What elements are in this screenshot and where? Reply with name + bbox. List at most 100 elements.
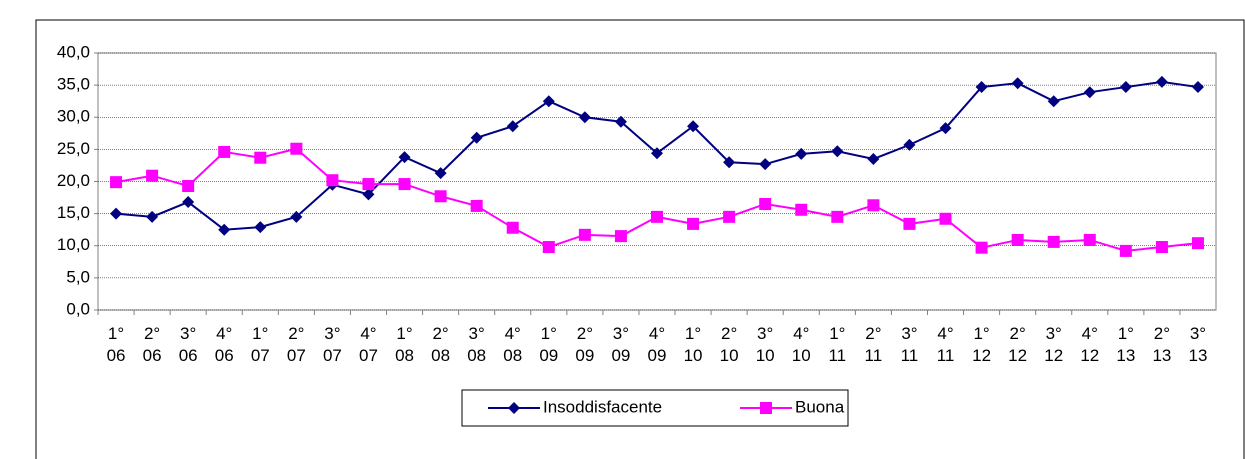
marker (506, 221, 519, 234)
marker (542, 241, 555, 254)
marker (975, 81, 988, 94)
marker (1011, 233, 1024, 246)
marker (1083, 233, 1096, 246)
x-tick-label: 4° 11 (937, 324, 955, 365)
marker (651, 210, 663, 223)
marker (290, 142, 303, 155)
marker (1011, 77, 1024, 90)
marker (1191, 81, 1204, 94)
x-tick-label: 2° 07 (287, 324, 306, 365)
marker (614, 115, 627, 128)
x-tick-label: 4° 09 (648, 324, 667, 365)
y-tick-label: 5,0 (66, 267, 90, 286)
marker (326, 174, 339, 187)
y-tick-label: 20,0 (57, 171, 90, 190)
y-tick-label: 10,0 (57, 235, 90, 254)
x-tick-label: 3° 13 (1189, 324, 1208, 365)
x-tick-label: 3° 07 (323, 324, 342, 365)
x-tick-label: 2° 09 (575, 324, 594, 365)
marker (759, 158, 772, 171)
marker (939, 122, 952, 135)
marker (1155, 75, 1168, 88)
marker (1083, 86, 1096, 99)
marker (1047, 235, 1060, 248)
x-tick-label: 1° 12 (972, 324, 991, 365)
x-tick-label: 4° 07 (359, 324, 378, 365)
x-tick-label: 1° 11 (828, 324, 846, 365)
x-tick-label: 2° 06 (143, 324, 162, 365)
legend-label: Buona (795, 397, 845, 416)
marker (1119, 81, 1132, 94)
x-tick-label: 2° 12 (1008, 324, 1027, 365)
x-tick-label: 2° 13 (1152, 324, 1171, 365)
marker (470, 131, 483, 144)
marker (182, 179, 195, 192)
x-tick-label: 4° 12 (1080, 324, 1099, 365)
marker (218, 223, 231, 236)
marker (290, 210, 303, 223)
x-tick-label: 1° 06 (107, 324, 126, 365)
x-tick-label: 1° 09 (539, 324, 558, 365)
marker (867, 153, 880, 166)
marker (831, 145, 844, 158)
marker (760, 402, 772, 414)
marker (759, 197, 772, 210)
marker (614, 230, 627, 243)
marker (542, 95, 555, 108)
marker (182, 196, 195, 209)
x-tick-label: 3° 06 (179, 324, 198, 365)
marker (795, 203, 808, 216)
marker (1047, 95, 1060, 108)
marker (254, 151, 267, 164)
marker (723, 156, 736, 169)
marker (975, 241, 988, 254)
x-tick-label: 4° 06 (215, 324, 234, 365)
x-tick-label: 1° 13 (1116, 324, 1135, 365)
x-tick-label: 4° 08 (503, 324, 522, 365)
y-tick-label: 40,0 (57, 42, 90, 61)
x-tick-label: 3° 08 (467, 324, 486, 365)
x-tick-label: 1° 08 (395, 324, 414, 365)
x-tick-label: 3° 12 (1044, 324, 1063, 365)
marker (146, 210, 159, 223)
marker (362, 178, 375, 191)
y-tick-label: 35,0 (57, 75, 90, 94)
marker (362, 188, 375, 201)
marker (1119, 244, 1132, 257)
y-tick-label: 30,0 (57, 107, 90, 126)
y-tick-label: 15,0 (57, 203, 90, 222)
marker (867, 199, 880, 212)
x-tick-label: 2° 08 (431, 324, 450, 365)
legend-label: Insoddisfacente (543, 397, 662, 416)
marker (434, 167, 447, 180)
marker (506, 120, 519, 133)
x-tick-label: 2° 10 (720, 324, 739, 365)
marker (795, 147, 808, 160)
marker (254, 221, 267, 234)
marker (470, 199, 483, 212)
marker (903, 217, 916, 230)
marker (578, 111, 591, 124)
marker (651, 147, 663, 160)
marker (903, 138, 916, 151)
marker (398, 151, 411, 164)
marker (434, 190, 447, 203)
marker (939, 212, 952, 225)
marker (110, 176, 123, 189)
y-tick-label: 0,0 (66, 299, 90, 318)
marker (687, 120, 700, 133)
marker (831, 210, 844, 223)
marker (398, 178, 411, 191)
marker (218, 145, 231, 158)
x-tick-label: 1° 07 (251, 324, 270, 365)
x-tick-label: 2° 11 (865, 324, 883, 365)
marker (578, 228, 591, 241)
x-tick-label: 3° 11 (901, 324, 919, 365)
x-tick-label: 3° 09 (611, 324, 630, 365)
marker (723, 210, 736, 223)
marker (687, 217, 700, 230)
marker (110, 207, 123, 220)
marker (146, 169, 159, 182)
marker (508, 402, 520, 414)
